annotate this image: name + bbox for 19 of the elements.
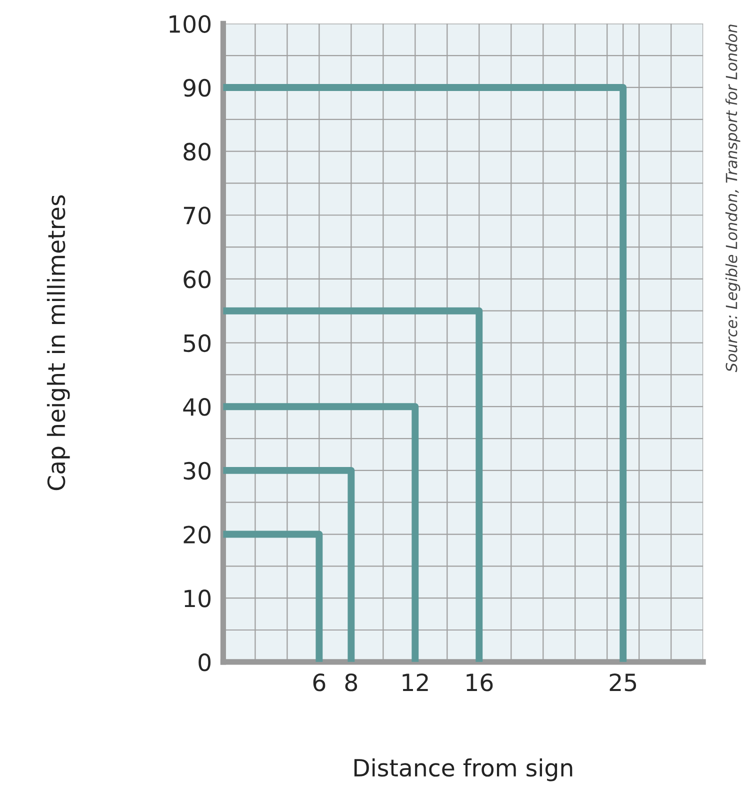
source-note: Source: Legible London, Transport for London bbox=[725, 24, 740, 372]
y-tick-label: 60 bbox=[184, 270, 211, 288]
y-tick-label: 0 bbox=[198, 653, 211, 672]
y-tick-label: 50 bbox=[184, 334, 211, 352]
x-tick-label: 25 bbox=[610, 673, 636, 692]
x-tick-label: 16 bbox=[466, 673, 493, 692]
y-tick-label: 70 bbox=[184, 206, 211, 224]
y-axis-title: Cap height in millimetres bbox=[46, 195, 70, 490]
x-axis-title: Distance from sign bbox=[354, 758, 572, 782]
y-tick-label: 30 bbox=[184, 462, 211, 480]
x-tick-label: 12 bbox=[402, 673, 428, 691]
y-tick-label: 20 bbox=[184, 526, 211, 544]
x-tick-label: 8 bbox=[345, 673, 358, 692]
y-tick-label: 40 bbox=[183, 398, 211, 416]
y-tick-label: 90 bbox=[184, 78, 211, 97]
y-tick-label: 10 bbox=[184, 590, 211, 608]
y-tick-label: 100 bbox=[170, 15, 211, 33]
y-tick-label: 80 bbox=[184, 142, 211, 161]
x-tick-label: 6 bbox=[313, 673, 326, 692]
